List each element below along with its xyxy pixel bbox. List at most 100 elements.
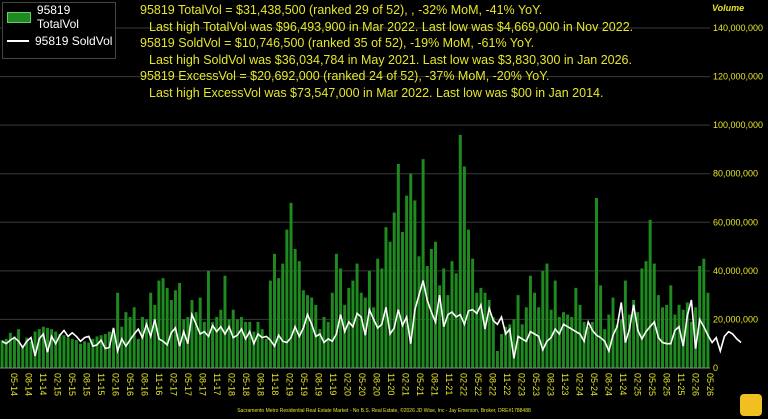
bar xyxy=(442,268,446,368)
bar xyxy=(310,297,314,368)
bar xyxy=(561,312,565,368)
bar xyxy=(83,341,87,368)
bar xyxy=(417,256,421,368)
bar xyxy=(421,159,425,368)
legend: 95819 TotalVol 95819 SoldVol xyxy=(2,2,116,59)
bar xyxy=(70,338,74,368)
bar xyxy=(347,287,351,368)
bar xyxy=(656,295,660,368)
bar xyxy=(636,312,640,368)
bar xyxy=(698,266,702,368)
bar xyxy=(293,249,297,368)
x-tick-label: 11-19 xyxy=(328,373,338,395)
bar xyxy=(570,317,574,368)
bar xyxy=(136,338,140,368)
bar xyxy=(628,314,631,368)
bar xyxy=(623,280,627,368)
bar xyxy=(479,287,483,368)
bar xyxy=(640,268,644,368)
bar xyxy=(392,212,396,368)
bar xyxy=(409,173,413,368)
bar xyxy=(359,292,363,368)
bar xyxy=(0,340,4,368)
x-tick-label: 11-18 xyxy=(270,373,280,395)
bar xyxy=(248,321,252,368)
bar xyxy=(400,232,404,368)
x-tick-label: 05-26 xyxy=(705,373,715,396)
bar xyxy=(434,241,437,368)
bar xyxy=(227,319,231,368)
bar xyxy=(384,227,388,368)
bar xyxy=(74,340,78,368)
bar xyxy=(219,309,223,368)
bar xyxy=(268,280,272,368)
bar xyxy=(528,275,532,368)
bar xyxy=(33,331,37,368)
bar xyxy=(376,258,380,368)
logo-icon xyxy=(740,394,762,416)
bar xyxy=(467,229,471,368)
x-tick-label: 11-23 xyxy=(560,373,570,395)
bar xyxy=(334,253,338,368)
bar xyxy=(4,338,8,368)
bar xyxy=(206,270,210,368)
bar xyxy=(235,319,239,368)
bar xyxy=(99,335,103,368)
x-tick-label: 11-25 xyxy=(676,373,686,395)
bar xyxy=(516,295,520,368)
note-line-2: Last high TotalVol was $96,493,900 in Ma… xyxy=(149,19,634,34)
bar xyxy=(91,338,95,368)
bar xyxy=(252,331,256,368)
x-tick-label: 05-21 xyxy=(415,373,425,396)
bar xyxy=(330,292,334,368)
legend-item-totalvol: 95819 TotalVol xyxy=(3,3,115,31)
x-tick-label: 02-20 xyxy=(343,373,353,396)
bar xyxy=(495,351,499,368)
bar xyxy=(446,295,450,368)
x-tick-label: 08-24 xyxy=(603,373,613,396)
bar xyxy=(396,164,400,368)
x-tick-label: 11-15 xyxy=(96,373,106,395)
bar xyxy=(54,331,58,368)
bar xyxy=(244,321,248,368)
bar xyxy=(578,304,582,368)
bar xyxy=(128,317,132,368)
bar xyxy=(619,319,623,368)
x-tick-label: 05-20 xyxy=(357,373,367,396)
bar xyxy=(566,314,570,368)
bar xyxy=(545,263,549,368)
bar xyxy=(21,346,25,368)
bar xyxy=(79,343,82,368)
legend-label-soldvol: 95819 SoldVol xyxy=(35,34,113,48)
bar xyxy=(289,202,293,368)
bar xyxy=(215,317,219,368)
note-line-4: Last high SoldVol was $36,034,784 in May… xyxy=(149,52,632,67)
x-tick-label: 05-14 xyxy=(9,373,19,396)
x-tick-label: 05-25 xyxy=(647,373,657,396)
bar xyxy=(103,334,107,368)
x-tick-label: 11-22 xyxy=(502,373,512,395)
x-tick-label: 02-21 xyxy=(400,373,410,396)
bar xyxy=(29,341,33,368)
bar xyxy=(462,166,466,368)
bar xyxy=(380,268,384,368)
x-tick-label: 05-16 xyxy=(125,373,135,396)
bar xyxy=(425,266,429,368)
bar xyxy=(140,317,144,368)
bar xyxy=(702,258,706,368)
bar xyxy=(706,292,710,368)
bar xyxy=(277,278,281,368)
bar xyxy=(132,307,136,368)
x-tick-label: 08-18 xyxy=(256,373,266,396)
bar xyxy=(475,292,479,368)
x-tick-label: 02-23 xyxy=(516,373,526,396)
y-axis-title: Volume xyxy=(712,3,745,13)
note-line-6: Last high ExcessVol was $73,547,000 in M… xyxy=(149,85,604,100)
x-tick-label: 02-26 xyxy=(690,373,700,396)
bar xyxy=(50,329,54,368)
x-tick-label: 08-14 xyxy=(24,373,34,396)
x-tick-label: 11-16 xyxy=(154,373,164,395)
bar xyxy=(450,261,454,368)
bar xyxy=(153,304,157,368)
bar xyxy=(190,300,194,368)
